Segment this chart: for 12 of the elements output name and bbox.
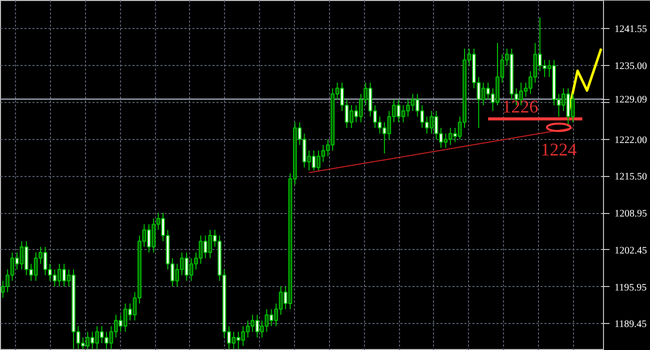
y-tick-label: 1202.45 <box>614 245 647 256</box>
ref-line-label: 1229.09 <box>614 94 647 106</box>
annotation: 1226 <box>502 96 538 117</box>
y-tick-label: 1189.45 <box>614 319 647 330</box>
y-tick-label: 1195.95 <box>614 282 647 294</box>
y-tick-label: 1222.00 <box>614 134 647 146</box>
annotation: 1224 <box>540 139 577 160</box>
candlestick <box>570 93 575 123</box>
y-tick-label: 1215.50 <box>614 172 647 183</box>
y-tick-label: 1235.00 <box>614 61 647 72</box>
y-tick-label: 1241.55 <box>614 24 647 36</box>
y-tick-label: 1208.95 <box>614 208 647 220</box>
